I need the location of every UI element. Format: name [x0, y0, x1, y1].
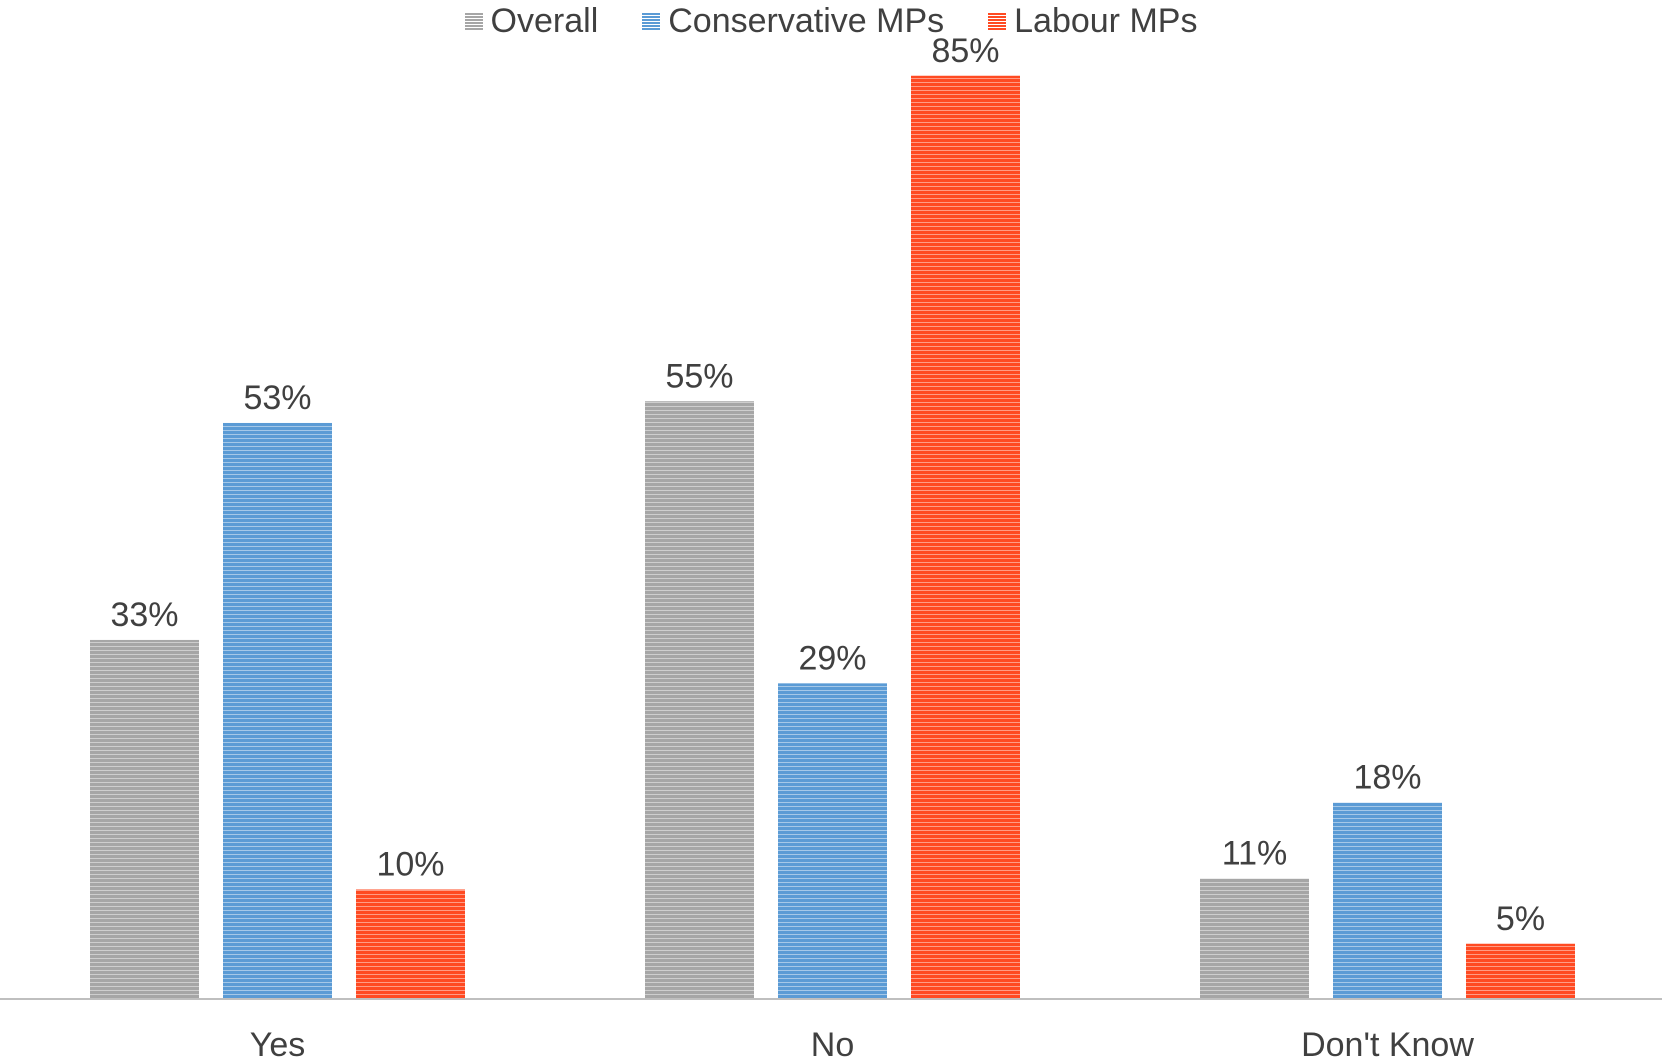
legend-swatch-overall	[464, 12, 483, 31]
bar-no-overall	[645, 401, 754, 998]
category-label-don-t-know: Don't Know	[1301, 1026, 1474, 1062]
legend-label-conservative: Conservative MPs	[668, 2, 945, 40]
legend: Overall Conservative MPs Labour MPs	[0, 2, 1662, 41]
legend-label-overall: Overall	[490, 2, 599, 40]
bars-layer	[90, 75, 1575, 998]
value-label-no-overall: 55%	[665, 357, 733, 395]
category-label-no: No	[811, 1026, 854, 1062]
legend-label-labour: Labour MPs	[1014, 2, 1198, 40]
bar-don-t-know-overall	[1200, 878, 1309, 998]
bar-don-t-know-labour-mps	[1466, 943, 1575, 998]
bar-no-conservative-mps	[778, 683, 887, 998]
category-labels-layer: Yes No Don't Know	[250, 1026, 1475, 1062]
bar-yes-conservative-mps	[223, 422, 332, 998]
value-label-no-labour-mps: 85%	[931, 32, 999, 70]
value-labels-layer: 33% 53% 10% 55% 29% 85% 11% 18% 5%	[110, 32, 1545, 938]
value-label-no-conservative-mps: 29%	[798, 639, 866, 677]
legend-swatch-labour	[988, 12, 1007, 31]
category-label-yes: Yes	[250, 1026, 305, 1062]
bar-don-t-know-conservative-mps	[1333, 802, 1442, 998]
value-label-don-t-know-overall: 11%	[1222, 835, 1288, 873]
bar-yes-overall	[90, 639, 199, 998]
legend-item-conservative: Conservative MPs	[642, 2, 944, 41]
value-label-yes-conservative-mps: 53%	[243, 379, 311, 417]
legend-item-overall: Overall	[464, 2, 599, 41]
legend-swatch-conservative	[642, 12, 661, 31]
value-label-don-t-know-conservative-mps: 18%	[1353, 759, 1421, 797]
value-label-yes-labour-mps: 10%	[376, 846, 444, 884]
value-label-don-t-know-labour-mps: 5%	[1496, 900, 1545, 938]
legend-item-labour: Labour MPs	[988, 2, 1197, 41]
value-label-yes-overall: 33%	[110, 596, 178, 634]
bar-no-labour-mps	[911, 75, 1020, 998]
bar-yes-labour-mps	[356, 889, 465, 998]
